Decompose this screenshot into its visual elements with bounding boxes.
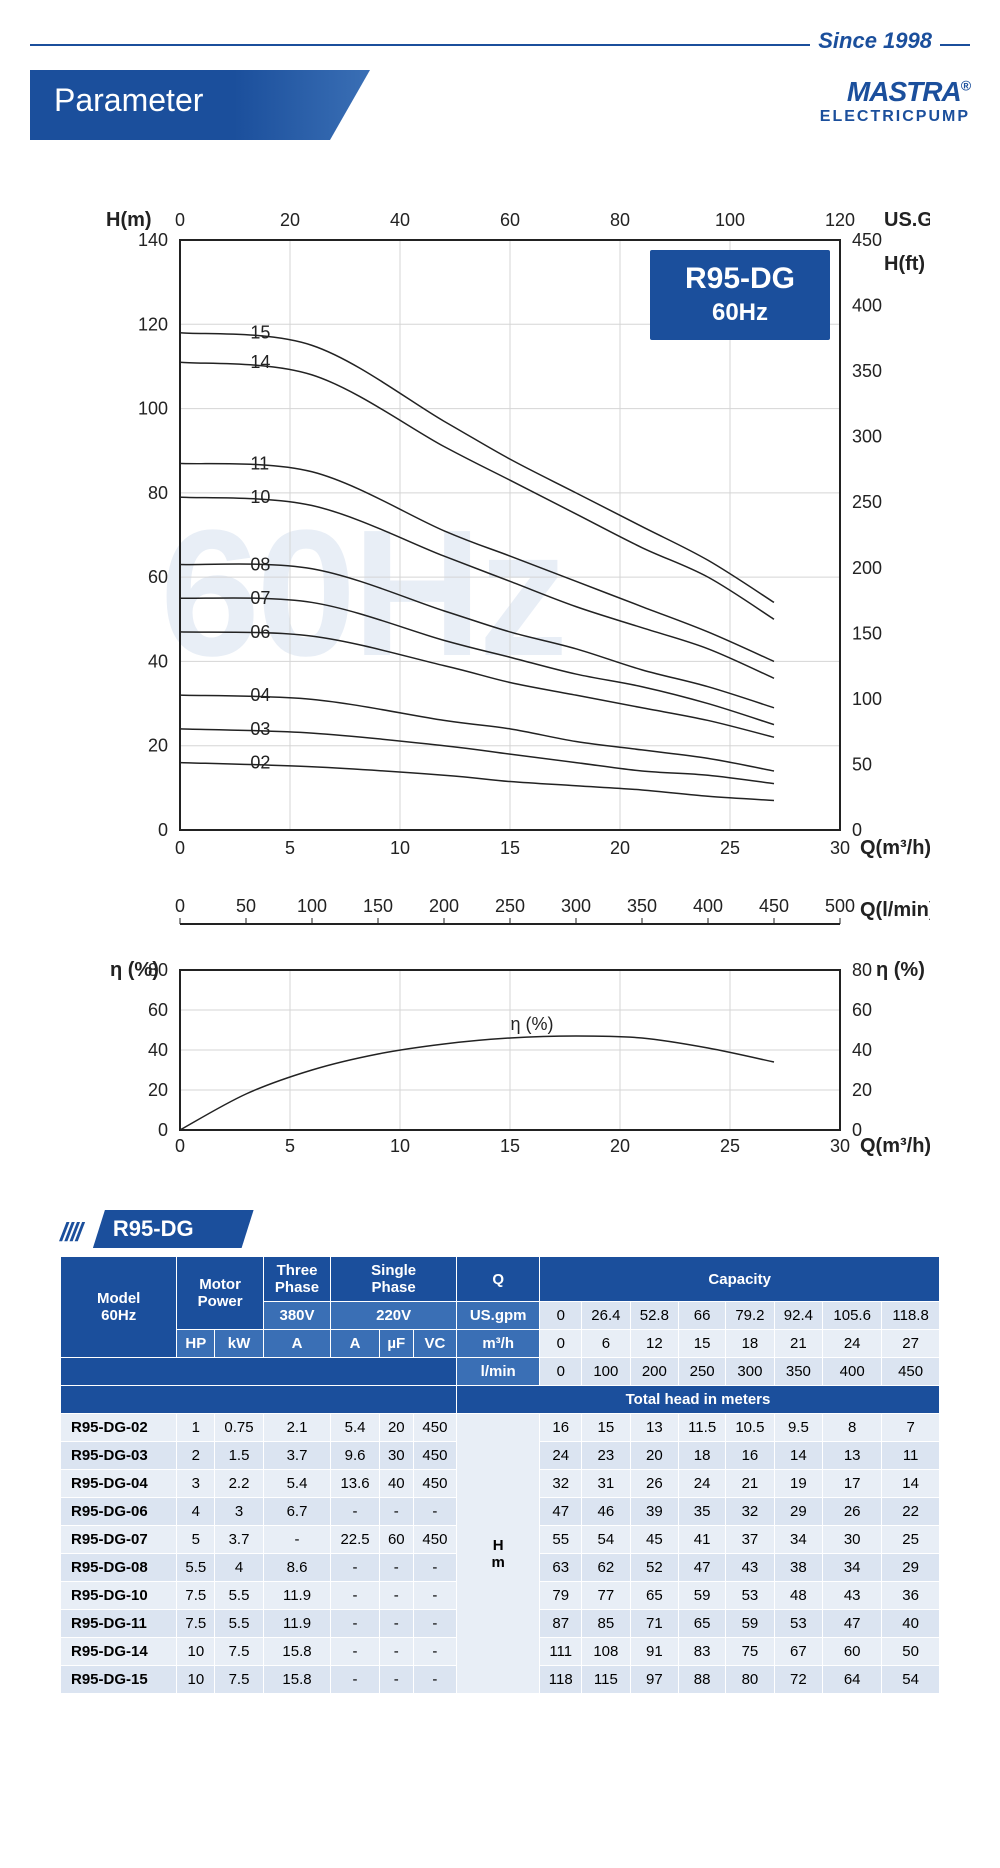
lmin-axis: 0 50 100 150 200 250 300 350 400 450 500Q(l/min)	[70, 890, 930, 950]
svg-text:100: 100	[715, 210, 745, 230]
head-flow-chart: 051015202530020406080100120US.GPM0204060…	[70, 170, 930, 890]
svg-text:80: 80	[148, 483, 168, 503]
svg-text:20: 20	[280, 210, 300, 230]
svg-text:0: 0	[158, 1120, 168, 1140]
svg-text:80: 80	[610, 210, 630, 230]
spec-table: Model60HzMotorPowerThreePhaseSinglePhase…	[60, 1256, 940, 1694]
svg-text:120: 120	[138, 314, 168, 334]
svg-text:40: 40	[852, 1040, 872, 1060]
brand-logo-text: MASTRA	[847, 76, 961, 107]
svg-text:10: 10	[390, 838, 410, 858]
spec-table-section: //// R95-DG Model60HzMotorPowerThreePhas…	[60, 1210, 940, 1694]
svg-text:60: 60	[148, 567, 168, 587]
svg-text:03: 03	[250, 719, 270, 739]
svg-text:300: 300	[852, 427, 882, 447]
since-label: Since 1998	[810, 28, 940, 54]
svg-text:η (%): η (%)	[510, 1014, 553, 1034]
svg-text:Q(m³/h): Q(m³/h)	[860, 837, 930, 859]
table-tag: R95-DG	[93, 1210, 254, 1248]
svg-text:10: 10	[390, 1136, 410, 1156]
svg-text:08: 08	[250, 555, 270, 575]
svg-text:η (%): η (%)	[110, 959, 159, 981]
svg-text:120: 120	[825, 210, 855, 230]
svg-text:04: 04	[250, 685, 270, 705]
svg-text:25: 25	[720, 838, 740, 858]
svg-text:300: 300	[561, 896, 591, 916]
svg-text:11: 11	[250, 453, 269, 473]
brand-trademark: ®	[961, 78, 970, 94]
tag-slashes-icon: ////	[60, 1217, 81, 1248]
svg-text:40: 40	[148, 1040, 168, 1060]
svg-text:Q(m³/h): Q(m³/h)	[860, 1135, 930, 1157]
svg-text:30: 30	[830, 838, 850, 858]
svg-text:06: 06	[250, 622, 270, 642]
svg-text:15: 15	[250, 323, 270, 343]
svg-text:07: 07	[250, 588, 270, 608]
svg-text:15: 15	[500, 838, 520, 858]
brand: MASTRA® ELECTRICPUMP	[820, 70, 970, 140]
svg-text:350: 350	[852, 361, 882, 381]
svg-text:0: 0	[175, 210, 185, 230]
svg-text:25: 25	[720, 1136, 740, 1156]
svg-text:400: 400	[693, 896, 723, 916]
svg-text:450: 450	[759, 896, 789, 916]
svg-text:50: 50	[236, 896, 256, 916]
svg-text:250: 250	[852, 492, 882, 512]
svg-text:250: 250	[495, 896, 525, 916]
svg-text:500: 500	[825, 896, 855, 916]
svg-text:200: 200	[429, 896, 459, 916]
svg-text:Q(l/min): Q(l/min)	[860, 899, 930, 921]
svg-text:450: 450	[852, 230, 882, 250]
brand-subtitle: ELECTRICPUMP	[820, 108, 970, 126]
svg-text:60: 60	[148, 1000, 168, 1020]
topbar: Since 1998	[30, 20, 970, 70]
svg-text:0: 0	[175, 896, 185, 916]
svg-text:400: 400	[852, 296, 882, 316]
svg-text:80: 80	[852, 960, 872, 980]
svg-text:20: 20	[148, 736, 168, 756]
svg-text:50: 50	[852, 754, 872, 774]
svg-text:20: 20	[610, 1136, 630, 1156]
svg-text:H(m): H(m)	[106, 209, 152, 231]
svg-text:15: 15	[500, 1136, 520, 1156]
svg-text:5: 5	[285, 1136, 295, 1156]
svg-text:20: 20	[610, 838, 630, 858]
svg-text:150: 150	[852, 623, 882, 643]
svg-text:0: 0	[175, 838, 185, 858]
svg-text:0: 0	[158, 820, 168, 840]
svg-text:14: 14	[250, 352, 270, 372]
chart-container: 60Hz 051015202530020406080100120US.GPM02…	[70, 170, 930, 1170]
svg-text:350: 350	[627, 896, 657, 916]
svg-text:100: 100	[138, 399, 168, 419]
svg-text:02: 02	[250, 753, 270, 773]
svg-text:R95-DG: R95-DG	[685, 262, 795, 295]
svg-text:140: 140	[138, 230, 168, 250]
svg-text:H(ft): H(ft)	[884, 253, 925, 275]
svg-text:40: 40	[148, 651, 168, 671]
svg-text:η (%): η (%)	[876, 959, 925, 981]
efficiency-chart: 051015202530002020404060608080η (%)η (%)…	[70, 950, 930, 1170]
svg-text:100: 100	[297, 896, 327, 916]
svg-text:40: 40	[390, 210, 410, 230]
svg-text:30: 30	[830, 1136, 850, 1156]
svg-text:60Hz: 60Hz	[712, 299, 768, 326]
svg-text:150: 150	[363, 896, 393, 916]
svg-text:100: 100	[852, 689, 882, 709]
svg-text:200: 200	[852, 558, 882, 578]
header: Parameter MASTRA® ELECTRICPUMP	[30, 70, 970, 140]
svg-text:60: 60	[852, 1000, 872, 1020]
svg-text:US.GPM: US.GPM	[884, 209, 930, 231]
svg-text:5: 5	[285, 838, 295, 858]
page-title: Parameter	[30, 70, 370, 140]
svg-text:20: 20	[148, 1080, 168, 1100]
svg-text:60: 60	[500, 210, 520, 230]
svg-text:20: 20	[852, 1080, 872, 1100]
svg-text:0: 0	[175, 1136, 185, 1156]
svg-text:10: 10	[250, 487, 270, 507]
